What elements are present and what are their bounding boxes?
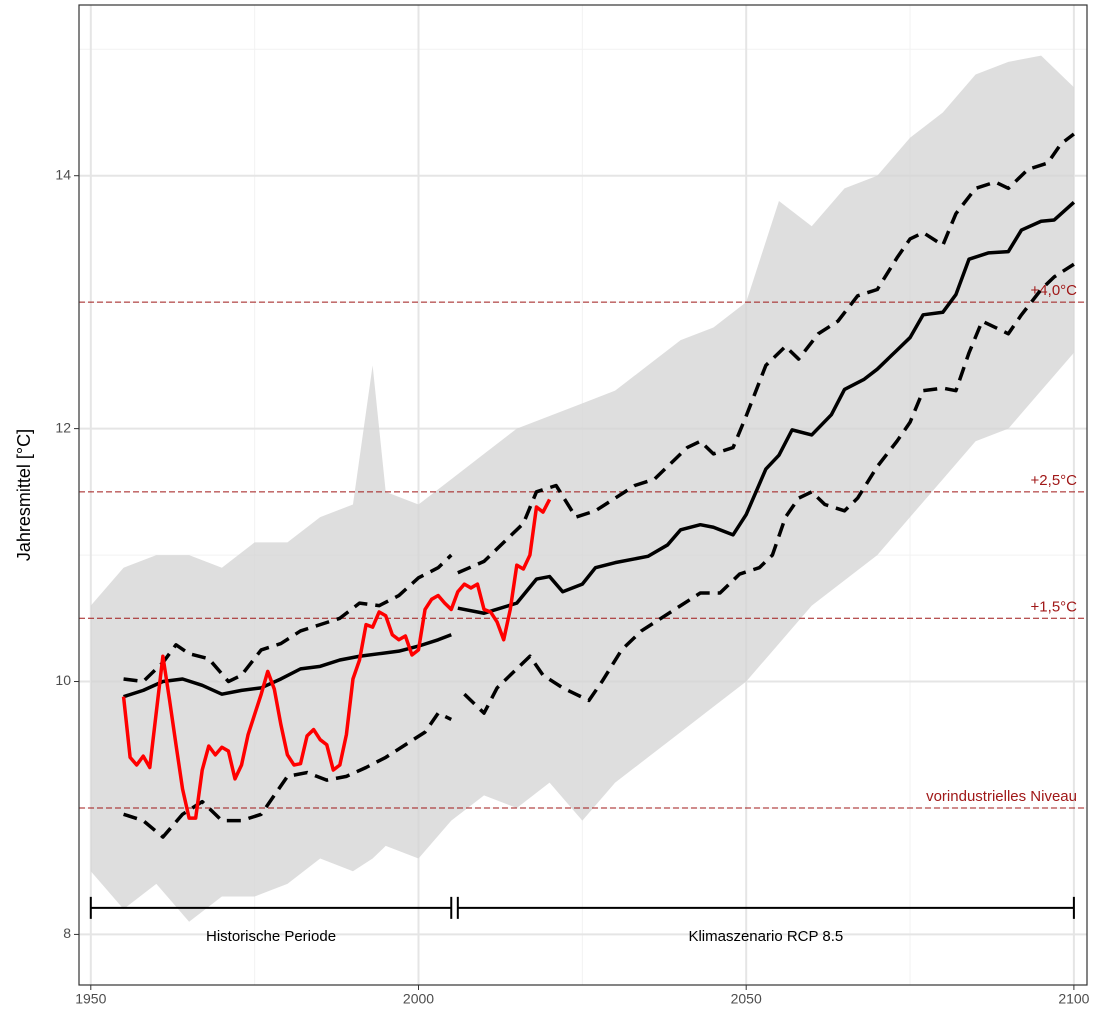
x-tick-label: 1950 — [75, 991, 106, 1007]
reference-label: vorindustrielles Niveau — [926, 788, 1077, 805]
y-tick-label: 10 — [55, 672, 71, 688]
y-tick-label: 14 — [55, 166, 71, 182]
period-label: Historische Periode — [206, 928, 336, 945]
series-line — [123, 711, 453, 839]
reference-label: +4,0°C — [1031, 282, 1078, 299]
series-line — [463, 262, 1075, 715]
period-label: Klimaszenario RCP 8.5 — [688, 928, 843, 945]
y-axis-label: Jahresmittel [°C] — [14, 429, 34, 561]
series-line — [123, 633, 452, 699]
reference-label: +1,5°C — [1031, 598, 1078, 615]
series-line — [121, 498, 552, 820]
x-tick-label: 2000 — [403, 991, 434, 1007]
y-tick-label: 8 — [63, 925, 71, 941]
ensemble-band — [90, 55, 1074, 922]
x-tick-label: 2050 — [731, 991, 762, 1007]
panel-border — [78, 4, 1088, 986]
y-tick-label: 12 — [55, 419, 71, 435]
series-line — [123, 553, 453, 684]
series-line — [457, 132, 1075, 575]
plot-layer: +4,0°C +2,5°C +1,5°C vorindustrielles Nivea… — [55, 4, 1090, 1007]
reference-label: +2,5°C — [1031, 472, 1078, 489]
series-line — [457, 200, 1076, 615]
x-tick-label: 2100 — [1058, 991, 1089, 1007]
